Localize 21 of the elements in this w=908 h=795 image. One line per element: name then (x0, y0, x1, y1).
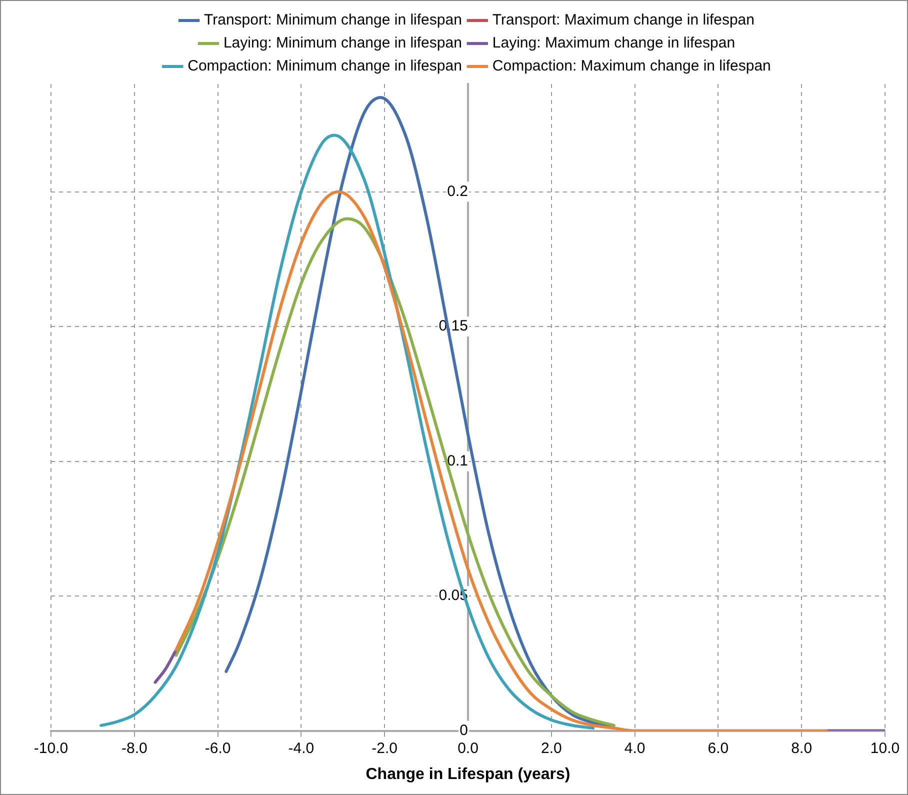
x-tick-label: -8.0 (121, 740, 148, 757)
legend-label: Laying: Maximum change in lifespan (492, 34, 736, 52)
x-tick-label: 0.0 (458, 740, 478, 757)
x-tick-label: -2.0 (372, 740, 398, 757)
legend-label: Compaction: Maximum change in lifespan (492, 58, 771, 75)
y-tick-label: 0.2 (447, 182, 468, 200)
legend-label: Laying: Minimum change in lifespan (223, 34, 462, 52)
x-tick-label: 6.0 (708, 740, 729, 757)
x-tick-label: 8.0 (791, 740, 812, 757)
x-tick-label: 10.0 (870, 740, 900, 757)
x-tick-label: 4.0 (624, 740, 646, 757)
legend-label: Transport: Minimum change in lifespan (204, 12, 462, 29)
x-axis-title: Change in Lifespan (years) (366, 766, 570, 783)
x-tick-label: -6.0 (204, 740, 231, 757)
y-tick-label: 0.1 (447, 452, 468, 470)
legend-label: Compaction: Minimum change in lifespan (188, 58, 462, 75)
x-tick-label: -4.0 (288, 740, 314, 757)
legend-label: Transport: Maximum change in lifespan (492, 12, 754, 29)
x-tick-label: -10.0 (34, 740, 68, 757)
x-tick-label: 2.0 (540, 740, 562, 757)
y-tick-label: 0 (460, 722, 468, 739)
